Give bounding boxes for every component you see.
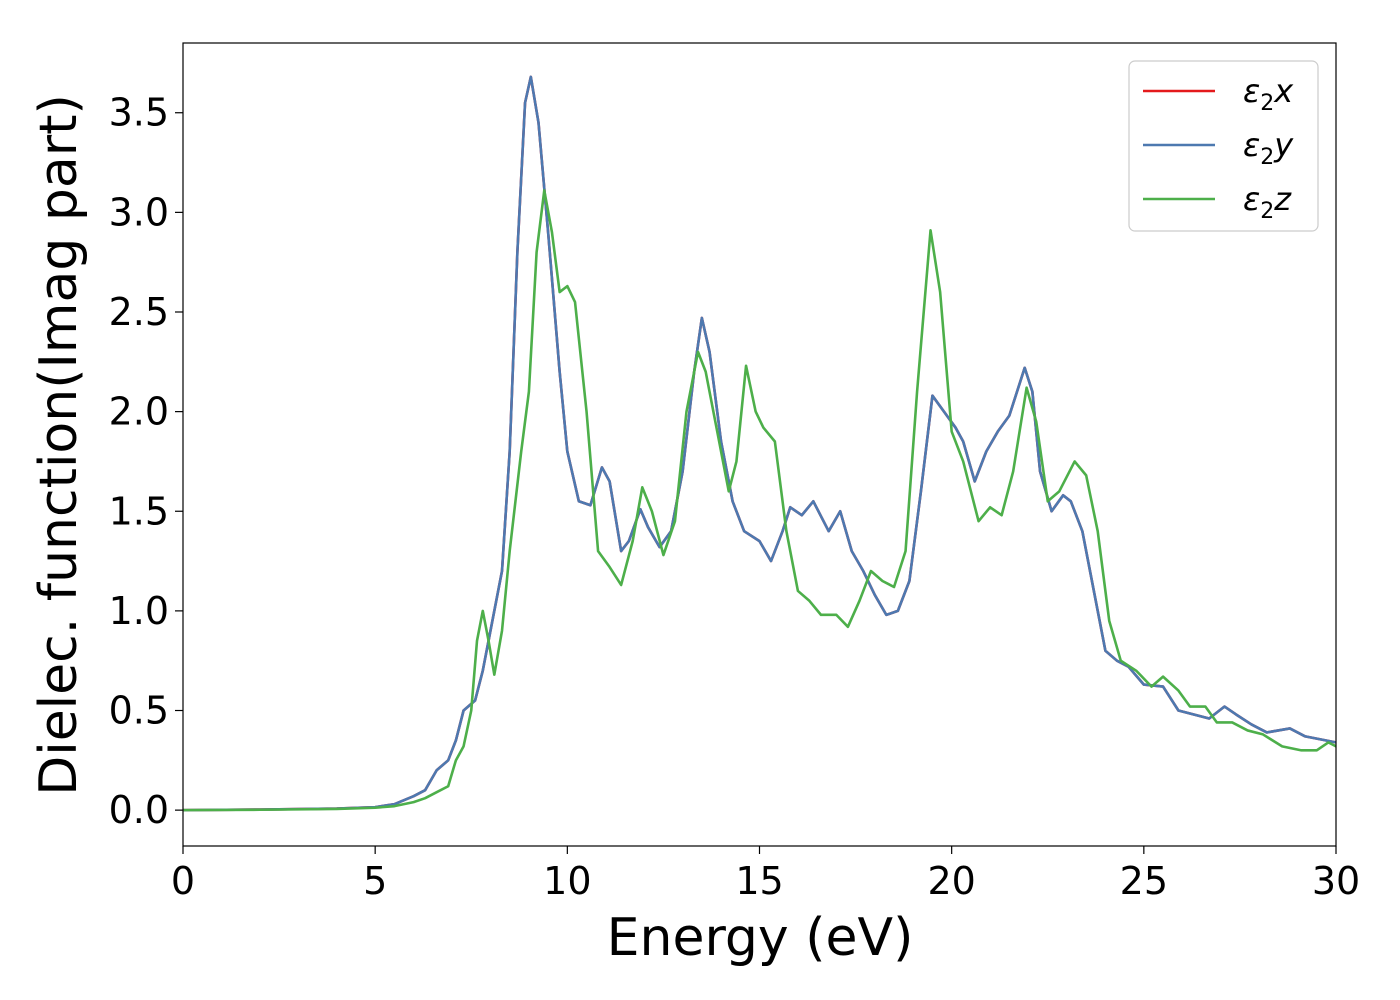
- legend-box: [1128, 60, 1319, 232]
- y-tick-label: 0.0: [109, 788, 169, 832]
- legend-entry-x: ε2x: [1143, 72, 1294, 116]
- x-tick-label: 20: [927, 859, 975, 903]
- x-tick-label: 10: [543, 859, 591, 903]
- y-axis-title: Dielec. function(Imag part): [29, 94, 89, 796]
- y-tick-label: 2.0: [109, 390, 169, 434]
- x-tick-label: 0: [171, 859, 195, 903]
- x-axis-title: Energy (eV): [607, 908, 914, 968]
- legend-entry-z: ε2z: [1143, 180, 1292, 224]
- y-tick-label: 2.5: [109, 290, 169, 334]
- y-tick-label: 1.0: [109, 589, 169, 633]
- y-tick-label: 3.5: [109, 91, 169, 135]
- y-tick-label: 3.0: [109, 190, 169, 234]
- y-tick-label: 0.5: [109, 689, 169, 733]
- legend-label: ε2x: [1243, 72, 1294, 116]
- y-tick-label: 1.5: [109, 489, 169, 533]
- legend: ε2x ε2y ε2z: [1128, 60, 1319, 232]
- legend-label: ε2z: [1243, 180, 1292, 224]
- series-layer: [183, 75, 1336, 812]
- x-axis-ticks: 0 5 10 15 20 25 30: [171, 846, 1360, 903]
- x-tick-label: 30: [1312, 859, 1360, 903]
- x-tick-label: 5: [363, 859, 387, 903]
- legend-entry-y: ε2y: [1143, 126, 1294, 170]
- plot-area: [182, 42, 1337, 847]
- series-line-y: [183, 75, 1336, 812]
- x-tick-label: 15: [735, 859, 783, 903]
- series-line-z: [183, 189, 1336, 812]
- y-axis-ticks: 0.0 0.5 1.0 1.5 2.0 2.5 3.0 3.5: [109, 91, 183, 832]
- x-tick-label: 25: [1120, 859, 1168, 903]
- legend-label: ε2y: [1243, 126, 1294, 170]
